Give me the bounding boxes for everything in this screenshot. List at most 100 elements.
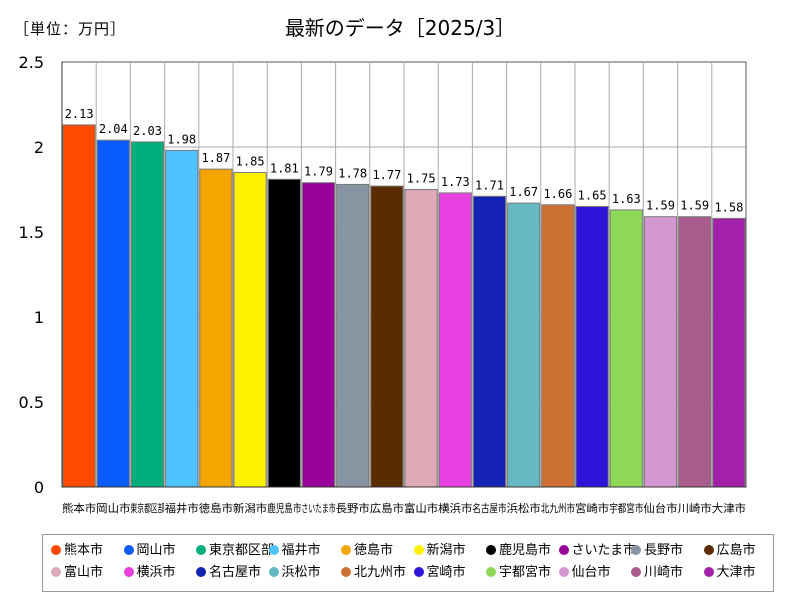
- bar-熊本市: [62, 124, 96, 488]
- bar-chart: 0 0.5 1 1.5 2 2.5 2.13 熊本市 2.04 岡山市 2.03 東京都区部 1.98 福…: [19, 53, 747, 515]
- category-label: 東京都区部: [130, 501, 164, 515]
- value-label: 1.71: [475, 178, 504, 192]
- legend-label: 名古屋市: [209, 565, 262, 580]
- y-tick-label: 0.5: [19, 393, 44, 412]
- bar-東京都区部: [130, 141, 165, 488]
- legend-item: 熊本市: [51, 543, 103, 559]
- legend-label: 熊本市: [64, 543, 104, 558]
- legend-marker: [558, 545, 569, 555]
- y-tick-label: 2.5: [19, 53, 44, 72]
- legend-label: 横浜市: [136, 565, 176, 580]
- legend-marker: [196, 545, 206, 555]
- y-tick-label: 1.5: [19, 223, 44, 242]
- legend-label: 東京都区部: [209, 543, 275, 558]
- value-label: 1.87: [201, 151, 230, 165]
- bar-横浜市: [438, 192, 472, 488]
- value-label: 1.98: [167, 132, 196, 146]
- legend-item: 川崎市: [631, 565, 683, 581]
- value-label: 1.65: [578, 189, 607, 203]
- legend-marker: [51, 567, 61, 577]
- legend-marker: [413, 545, 424, 555]
- legend-item: 宇都宮市: [486, 565, 551, 581]
- value-label: 1.75: [407, 172, 436, 186]
- legend-item: 名古屋市: [196, 565, 261, 581]
- legend-item: 浜松市: [268, 565, 321, 581]
- bar-徳島市: [199, 168, 233, 488]
- legend-marker: [631, 567, 641, 577]
- legend-label: 仙台市: [571, 565, 611, 580]
- category-label: 岡山市: [96, 501, 130, 515]
- category-label: 大津市: [712, 501, 746, 515]
- category-label: 広島市: [370, 501, 404, 515]
- y-tick-label: 2: [34, 138, 44, 157]
- legend-marker: [486, 567, 496, 577]
- category-label: 名古屋市: [472, 501, 506, 515]
- category-label: 北九州市: [541, 501, 575, 515]
- legend-marker: [703, 567, 714, 577]
- legend-marker: [631, 545, 641, 555]
- category-label: 富山市: [404, 501, 438, 515]
- legend-label: 徳島市: [354, 543, 394, 558]
- legend-label: さいたま市: [571, 543, 637, 558]
- y-tick-label: 0: [34, 478, 44, 497]
- legend-label: 浜松市: [281, 565, 321, 580]
- legend-label: 宮崎市: [426, 565, 466, 580]
- legend-item: 広島市: [703, 543, 756, 559]
- legend-marker: [486, 545, 496, 555]
- legend-marker: [413, 567, 424, 577]
- category-label: 福井市: [165, 501, 199, 515]
- bar-長野市: [336, 183, 370, 488]
- legend-marker: [268, 545, 279, 555]
- value-label: 1.63: [612, 192, 641, 206]
- legend-label: 鹿児島市: [499, 543, 552, 558]
- legend-item: 東京都区部: [196, 543, 274, 559]
- legend-marker: [51, 545, 61, 555]
- legend-item: 仙台市: [558, 565, 611, 581]
- value-label: 2.04: [99, 122, 128, 136]
- category-label: 浜松市: [507, 501, 541, 515]
- legend-marker: [341, 567, 351, 577]
- legend-marker: [196, 567, 206, 577]
- category-label: 熊本市: [62, 501, 96, 515]
- legend-item: 新潟市: [413, 543, 466, 559]
- category-label: 川崎市: [678, 501, 712, 515]
- legend-label: 富山市: [64, 565, 104, 580]
- legend: 熊本市 岡山市 東京都区部 福井市 徳島市 新潟市 鹿児島市 さいたま市 長野市 広島市 富山市 横浜…: [42, 534, 774, 592]
- legend-label: 新潟市: [426, 543, 466, 558]
- category-label: さいたま市: [301, 501, 335, 515]
- bar-名古屋市: [472, 195, 507, 488]
- value-label: 1.85: [236, 155, 265, 169]
- value-label: 1.78: [338, 166, 367, 180]
- category-label: 横浜市: [438, 501, 472, 515]
- value-label: 1.81: [270, 161, 299, 175]
- bar-鹿児島市: [267, 178, 301, 488]
- value-label: 1.59: [680, 199, 709, 213]
- bar-北九州市: [541, 204, 575, 488]
- category-label: 仙台市: [643, 501, 677, 515]
- legend-item: 徳島市: [341, 543, 393, 559]
- legend-label: 広島市: [716, 543, 756, 558]
- legend-item: 横浜市: [123, 565, 176, 581]
- legend-marker: [703, 545, 714, 555]
- legend-marker: [341, 545, 351, 555]
- legend-marker: [558, 567, 569, 577]
- chart-title: 最新のデータ［2025/3］: [284, 16, 516, 40]
- legend-item: 鹿児島市: [486, 543, 551, 559]
- legend-item: 宮崎市: [413, 565, 466, 581]
- legend-item: 岡山市: [123, 543, 176, 559]
- legend-label: 宇都宮市: [499, 565, 552, 580]
- value-label: 1.58: [714, 200, 743, 214]
- legend-item: 北九州市: [341, 565, 406, 581]
- bar-浜松市: [507, 202, 541, 488]
- value-label: 1.67: [509, 185, 538, 199]
- bar-大津市: [712, 217, 746, 488]
- y-tick-label: 1: [34, 308, 44, 327]
- value-label: 1.73: [441, 175, 470, 189]
- bar-仙台市: [643, 216, 678, 488]
- value-label: 1.59: [646, 199, 675, 213]
- legend-item: 富山市: [51, 565, 103, 581]
- legend-label: 岡山市: [136, 543, 176, 558]
- bar-岡山市: [96, 139, 130, 488]
- legend-label: 長野市: [644, 543, 684, 558]
- bar-広島市: [370, 185, 404, 488]
